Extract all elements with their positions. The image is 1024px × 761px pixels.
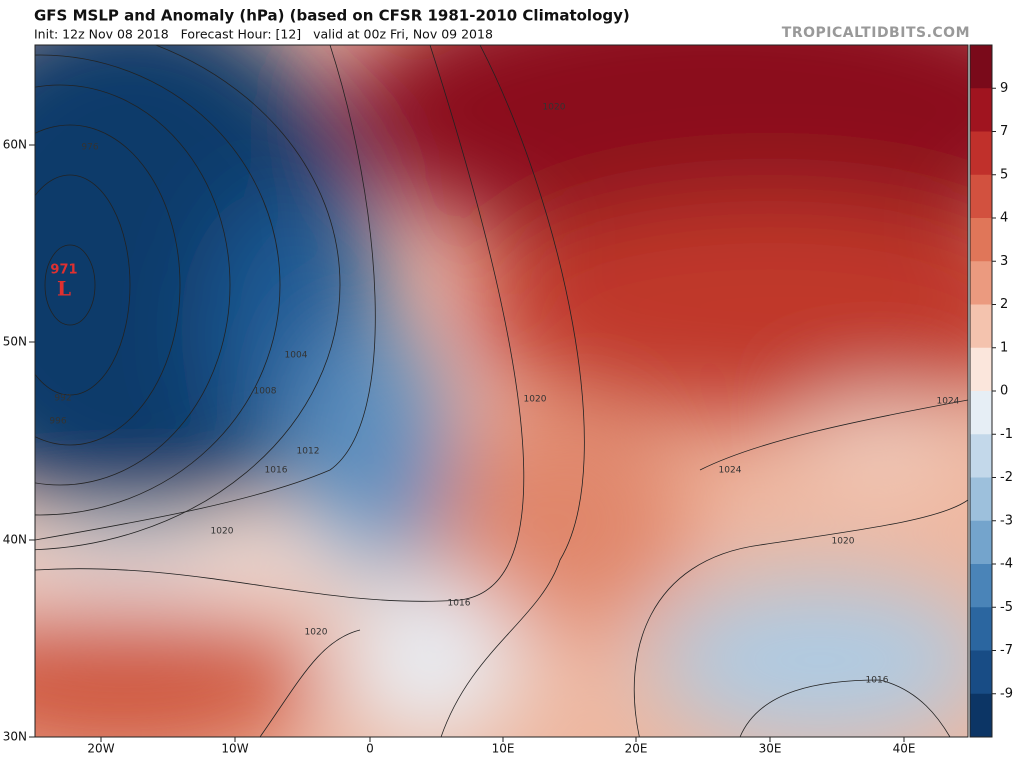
colorbar-label: -9 [1000, 686, 1013, 701]
isobar-label: 1016 [448, 599, 471, 609]
isobar-label: 1016 [866, 676, 889, 686]
map-frame [34, 44, 969, 738]
longitude-label: 30E [759, 742, 782, 756]
isobar-labels: 976 1004 1008 1012 1016 1020 992 996 102… [49, 103, 959, 686]
colorbar-band [970, 477, 992, 522]
colorbar-band [970, 304, 992, 349]
colorbar-band [970, 693, 992, 738]
colorbar: 9 7 5 4 3 2 1 0 -1 -2 -3 -4 -5 -7 -9 [969, 44, 1013, 738]
axis-labels: 60N 50N 40N 30N 20W 10W 0 10E 20E 30E 40E [3, 138, 916, 756]
isobar-label: 1024 [719, 466, 742, 476]
longitude-label: 0 [366, 742, 374, 756]
colorbar-label: 7 [1000, 124, 1008, 139]
isobar-label: 1004 [285, 351, 308, 361]
isobar-label: 1024 [937, 397, 960, 407]
latitude-label: 50N [3, 335, 27, 349]
map-subtitle: Init: 12z Nov 08 2018 Forecast Hour: [12… [34, 27, 493, 42]
longitude-label: 10E [492, 742, 515, 756]
isobar-label: 976 [81, 143, 98, 153]
latitude-label: 30N [3, 730, 27, 744]
latitude-label: 60N [3, 138, 27, 152]
longitude-label: 20W [87, 742, 114, 756]
isobar-label: 992 [54, 394, 71, 404]
colorbar-label: -4 [1000, 557, 1013, 572]
colorbar-label: -7 [1000, 643, 1013, 658]
colorbar-label: 3 [1000, 254, 1008, 269]
colorbar-label: -2 [1000, 470, 1013, 485]
colorbar-label: -3 [1000, 513, 1013, 528]
map-title: GFS MSLP and Anomaly (hPa) (based on CFS… [34, 7, 630, 25]
isobar-label: 1012 [297, 447, 320, 457]
colorbar-label: 1 [1000, 340, 1008, 355]
colorbar-label: 9 [1000, 81, 1008, 96]
isobar-label: 1020 [305, 628, 328, 638]
longitude-label: 40E [893, 742, 916, 756]
colorbar-band [970, 218, 992, 262]
colorbar-label: -5 [1000, 600, 1013, 615]
colorbar-band [970, 520, 992, 565]
colorbar-label: 4 [1000, 211, 1008, 226]
isobar-label: 1020 [832, 537, 855, 547]
colorbar-band [970, 131, 992, 176]
colorbar-band [970, 607, 992, 651]
colorbar-band [970, 174, 992, 219]
colorbar-label: 0 [1000, 384, 1008, 399]
isobars [35, 45, 968, 737]
low-pressure-marker: L [57, 277, 71, 301]
source-credit: TROPICALTIDBITS.COM [782, 25, 970, 41]
latitude-label: 40N [3, 533, 27, 547]
colorbar-label: 5 [1000, 167, 1008, 182]
isobar-label: 996 [49, 417, 66, 427]
colorbar-band [970, 650, 992, 695]
isobar-label: 1020 [211, 527, 234, 537]
colorbar-band [970, 45, 992, 89]
isobar-label: 1020 [524, 395, 547, 405]
longitude-label: 10W [221, 742, 248, 756]
colorbar-band [970, 88, 992, 132]
colorbar-label: -1 [1000, 427, 1013, 442]
isobar-label: 1016 [265, 466, 288, 476]
isobar-label: 1008 [254, 387, 277, 397]
low-pressure-value: 971 [50, 263, 77, 278]
colorbar-band [970, 391, 992, 435]
colorbar-band [970, 347, 992, 392]
longitude-label: 20E [625, 742, 648, 756]
colorbar-band [970, 434, 992, 478]
colorbar-band [970, 261, 992, 305]
colorbar-band [970, 564, 992, 608]
isobar-label: 1020 [543, 103, 566, 113]
colorbar-label: 2 [1000, 297, 1008, 312]
